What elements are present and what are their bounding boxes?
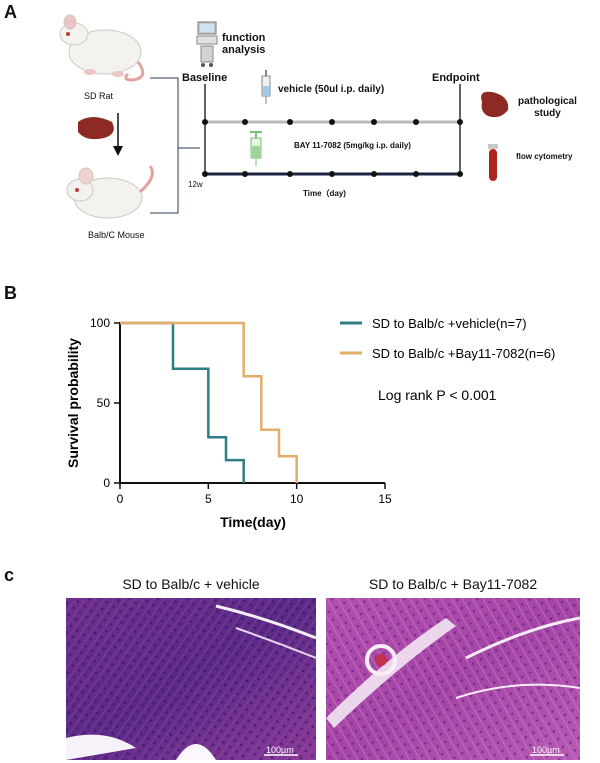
survival-chart: 0 5 10 15 0 50 100 Time(day) Survival probabil… [65,316,555,530]
scale-bar-label: 100µm [266,745,294,755]
x-tick-label: 10 [290,492,304,506]
x-tick-label: 15 [378,492,392,506]
panel-c-label: c [4,565,15,585]
y-tick-label: 50 [97,396,111,410]
legend-label-bay: SD to Balb/c +Bay11-7082(n=6) [372,346,555,361]
y-tick-label: 100 [90,316,110,330]
panel-a-label: A [4,2,17,22]
y-axis-title: Survival probability [65,338,81,468]
rat-label: SD Rat [84,91,114,101]
log-rank-label: Log rank P < 0.001 [378,387,497,403]
legend: SD to Balb/c +vehicle(n=7) SD to Balb/c … [340,316,555,361]
x-axis-title: Time(day) [220,514,286,530]
flow-cytometry-label: flow cytometry [516,152,573,161]
baseline-label: Baseline [182,72,228,84]
scale-bar-label: 100µm [532,745,560,755]
syringe-bay-icon [250,131,262,166]
panel-a-schematic [59,14,509,219]
histology-image-vehicle: 100µm [66,598,316,760]
x-tick-label: 5 [205,492,212,506]
arrow-down-icon [113,113,123,156]
legend-label-vehicle: SD to Balb/c +vehicle(n=7) [372,316,527,331]
bay-label: BAY 11-7082 (5mg/kg i.p. daily) [294,141,411,150]
survival-curve-bay [120,321,298,483]
ultrasound-machine-icon [196,21,218,67]
syringe-vehicle-icon [261,70,271,104]
mouse-illustration [66,165,154,219]
y-tick-label: 0 [103,476,110,490]
pathological-study-label: pathological study [518,96,577,119]
spleen-pathology-icon [481,91,509,118]
vehicle-timeline [202,119,463,125]
survival-curve-vehicle [120,321,245,483]
rat-spleen-icon [78,117,114,140]
histology-right-title: SD to Balb/c + Bay11-7082 [368,576,538,592]
endpoint-label: Endpoint [432,72,480,84]
blood-tube-icon [488,144,498,181]
rat-illustration [59,14,145,82]
function-analysis-label: function analysis [222,32,266,56]
mouse-label: Balb/C Mouse [88,230,145,240]
bay-timeline [202,171,463,177]
x-tick-label: 0 [117,492,124,506]
histology-left-title: SD to Balb/c + vehicle [122,576,260,592]
panel-b-label: B [4,283,17,303]
connector-bracket [150,77,200,214]
histology-image-bay: 100µm [326,598,580,760]
vehicle-label: vehicle (50ul i.p. daily) [278,84,385,95]
time-axis-label: Time（day) [303,189,346,198]
week-label: 12w [188,180,203,189]
